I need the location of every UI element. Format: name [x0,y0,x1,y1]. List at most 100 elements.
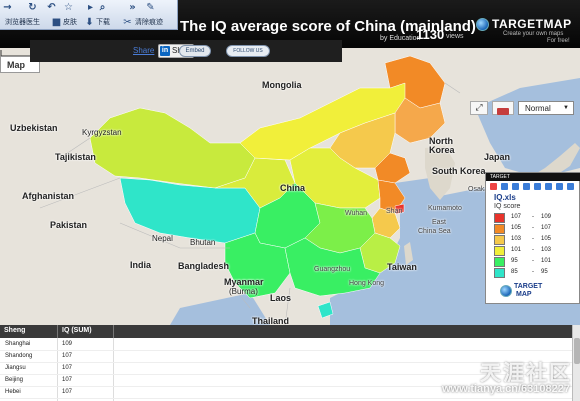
legend-swatch [494,235,505,245]
map-label-nepal: Nepal [152,234,173,243]
brand-tagline: Create your own maps [503,31,564,37]
map-label-east-china-sea-2: China Sea [418,228,451,235]
sea-bay-bengal [170,293,270,325]
views-count: 1130 [416,27,445,42]
play-icon[interactable]: ▸ [87,2,94,13]
bookmark-star-icon[interactable]: ☆ [64,2,73,13]
browser-toolbar: → ↻ ↶ ☆ ▸ ⌕ » ✎ 浏览器医生 ■ 皮肤 ⬇ 下载 ✂ 清除痕迹 [0,0,178,30]
table-row[interactable]: Jiangsu 107 [0,363,572,375]
map-label-kyrgyzstan: Kyrgyzstan [82,128,122,137]
map-label-guangzhou: Guangzhou [314,266,351,273]
author-byline: by Education [380,35,421,42]
tools-icon[interactable]: ✎ [146,2,155,13]
legend-range-dash: - [532,258,534,264]
fullscreen-icon[interactable]: ⤢ [470,101,488,115]
map-label-north-korea-2: Korea [429,145,455,155]
province-shanghai [394,203,405,215]
back-arrow-icon[interactable]: → [3,2,12,13]
table-row[interactable]: Hebei 107 [0,387,572,399]
table-row[interactable]: Shandong 107 [0,351,572,363]
undo-icon[interactable]: ↶ [47,2,56,13]
legend-tool-zoom-icon[interactable] [523,183,530,190]
cell-sheng: Jiangsu [5,365,26,371]
embed-button[interactable]: Embed [179,45,211,57]
legend-range-row[interactable]: 85 - 95 [494,268,574,278]
cell-sheng: Shandong [5,353,33,359]
legend-range-row[interactable]: 107 - 109 [494,213,574,223]
map-label-myanmar: Myanmar [224,277,264,287]
legend-range-row[interactable]: 95 - 101 [494,257,574,267]
legend-header: TARGET [486,173,580,181]
zoom-icon[interactable]: ⌕ [99,2,106,13]
watermark-logo: 天涯社区 [480,361,572,385]
map-label-china: China [280,183,306,193]
globe-icon [476,18,489,31]
watermark-url: www.tianya.cn/63108227 [442,383,570,395]
column-header-iq-sum[interactable]: IQ (SUM) [62,327,92,334]
legend-swatch [494,268,505,278]
map-label-afghanistan: Afghanistan [22,191,75,201]
cell-iq: 107 [62,353,73,359]
map-label-wuhan: Wuhan [345,210,368,217]
more-chevron-icon[interactable]: » [129,2,136,13]
legend-tool-pin-icon[interactable] [512,183,519,190]
brand-name: TARGETMAP [492,17,572,31]
clear-icon: ✂ [123,17,132,28]
targetmap-brand[interactable]: TARGETMAP Create your own maps For free! [476,17,580,47]
scrollbar-thumb[interactable] [574,338,580,364]
linkedin-icon: in [160,46,170,56]
brand-tagline-2: For free! [547,38,570,44]
table-row[interactable]: Beijing 107 [0,375,572,387]
views-label: views [446,33,464,40]
legend-swatch [494,246,505,256]
map-legend: TARGET IQ.xls IQ score 107 - 109 105 - 1… [485,172,580,304]
toolbar-item-skin[interactable]: 皮肤 [63,18,77,26]
legend-tool-shirt-icon[interactable] [567,183,574,190]
chevron-down-icon: ▼ [563,105,569,111]
map-type-value: Normal [525,104,551,113]
share-link[interactable]: Share [133,46,155,55]
map-type-select[interactable]: Normal ▼ [518,101,574,115]
sea-yellow [395,178,440,213]
map-label-bangladesh: Bangladesh [178,261,230,271]
legend-range-dash: - [532,236,534,242]
globe-icon [500,285,512,297]
map-label-kumamoto: Kumamoto [428,205,462,212]
legend-tool-close-icon[interactable] [490,183,497,190]
map-label-pakistan: Pakistan [50,220,88,230]
legend-brand-name: TARGET [514,283,543,290]
page-title: The IQ average score of China (mainland) [180,18,476,35]
print-icon[interactable] [492,101,514,115]
map-label-shanghai: Shan [386,208,403,215]
legend-range-high: 103 [541,247,552,253]
refresh-icon[interactable]: ↻ [28,2,37,13]
legend-tool-chart-icon[interactable] [534,183,541,190]
map-label-north-korea: North [429,136,453,146]
legend-range-row[interactable]: 103 - 105 [494,235,574,245]
legend-tool-share-icon[interactable] [556,183,563,190]
table-row[interactable]: Shanghai 109 [0,339,572,351]
toolbar-item-clear[interactable]: 清除痕迹 [135,18,163,26]
toolbar-item-doctor[interactable]: 浏览器医生 [5,18,40,26]
map-label-thailand: Thailand [252,316,290,325]
legend-toolbar [488,182,579,191]
map-label-tajikistan: Tajikistan [55,152,96,162]
column-header-sheng[interactable]: Sheng [4,327,26,334]
table-scrollbar[interactable] [572,325,580,401]
legend-brand-sub: MAP [516,291,532,298]
legend-tool-table-icon[interactable] [545,183,552,190]
toolbar-item-download[interactable]: 下载 [96,18,110,26]
legend-range-row[interactable]: 105 - 107 [494,224,574,234]
map-label-mongolia: Mongolia [262,80,302,90]
legend-range-row[interactable]: 101 - 103 [494,246,574,256]
legend-range-low: 85 [511,269,518,275]
cell-sheng: Shanghai [5,341,31,347]
map-label-osaka: Osaka [468,186,489,193]
legend-tool-search-icon[interactable] [501,183,508,190]
toolbar-row-actions: 浏览器医生 ■ 皮肤 ⬇ 下载 ✂ 清除痕迹 [0,15,178,30]
legend-range-high: 95 [541,269,548,275]
legend-swatch [494,257,505,267]
cell-sheng: Hebei [5,389,21,395]
column-divider [57,338,58,401]
follow-us-button[interactable]: FOLLOW US [226,45,270,57]
